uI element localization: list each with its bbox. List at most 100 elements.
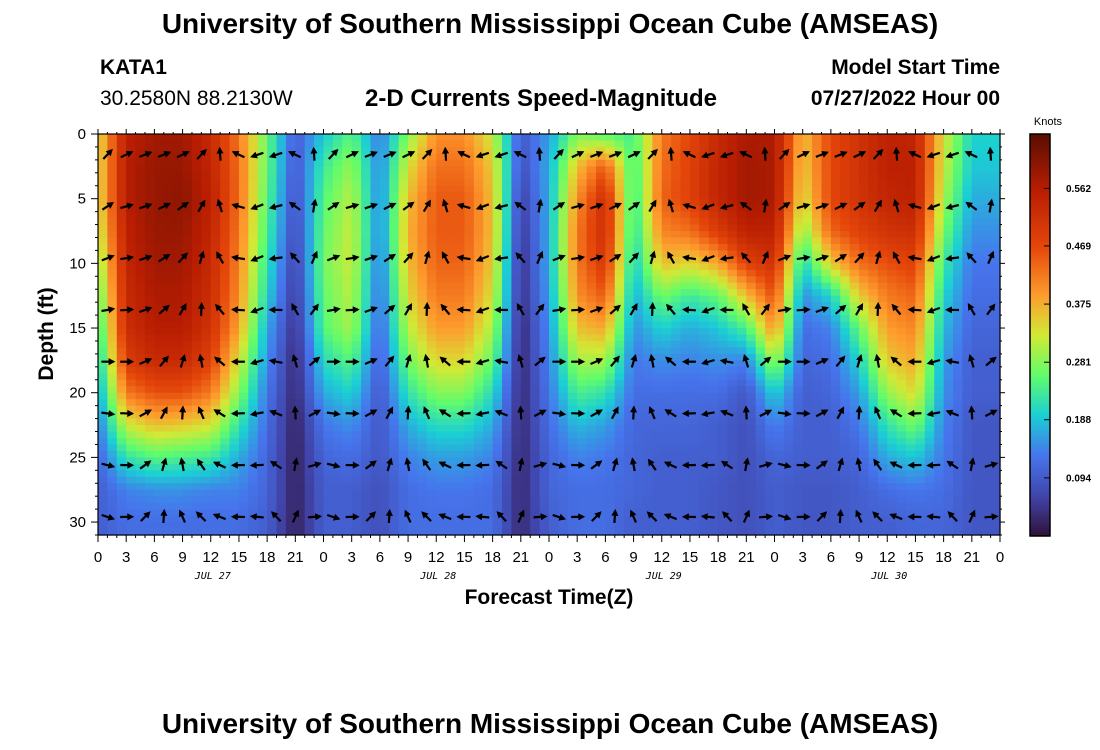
- heatmap-cell: [370, 146, 381, 155]
- heatmap-cell: [511, 425, 522, 433]
- heatmap-cell: [830, 476, 841, 484]
- heatmap-cell: [718, 269, 729, 277]
- heatmap-cell: [342, 224, 353, 232]
- heatmap-cell: [718, 295, 729, 303]
- heatmap-cell: [605, 231, 616, 239]
- heatmap-cell: [314, 463, 325, 471]
- heatmap-cell: [549, 418, 559, 426]
- heatmap-cell: [267, 392, 278, 400]
- heatmap-cell: [342, 295, 353, 303]
- heatmap-cell: [661, 360, 672, 368]
- heatmap-cell: [436, 489, 447, 497]
- heatmap-cell: [473, 198, 484, 206]
- heatmap-cell: [126, 437, 137, 446]
- heatmap-cell: [191, 231, 202, 239]
- heatmap-cell: [558, 437, 569, 446]
- heatmap-cell: [549, 334, 559, 342]
- heatmap-cell: [774, 289, 785, 297]
- heatmap-cell: [370, 192, 381, 200]
- heatmap-cell: [492, 399, 503, 407]
- heatmap-cell: [379, 476, 390, 484]
- heatmap-cell: [652, 457, 663, 465]
- heatmap-cell: [445, 489, 456, 497]
- heatmap-cell: [483, 134, 494, 142]
- heatmap-cell: [257, 379, 268, 387]
- heatmap-cell: [351, 218, 362, 226]
- heatmap-cell: [389, 172, 400, 180]
- heatmap-cell: [586, 159, 597, 167]
- heatmap-cell: [642, 166, 653, 174]
- heatmap-cell: [182, 140, 193, 148]
- heatmap-cell: [238, 198, 249, 206]
- heatmap-cell: [229, 302, 240, 310]
- station-id: KATA1: [100, 56, 167, 79]
- heatmap-cell: [445, 256, 456, 264]
- heatmap-cell: [351, 321, 362, 329]
- heatmap-cell: [642, 431, 653, 439]
- heatmap-cell: [727, 340, 738, 349]
- heatmap-cell: [436, 250, 447, 258]
- heatmap-cell: [201, 308, 212, 316]
- heatmap-cell: [370, 373, 381, 381]
- heatmap-cell: [107, 418, 118, 426]
- heatmap-cell: [605, 431, 616, 439]
- heatmap-cell: [483, 166, 494, 174]
- heatmap-cell: [201, 431, 212, 439]
- heatmap-cell: [539, 146, 550, 155]
- heatmap-cell: [201, 256, 212, 264]
- heatmap-cell: [436, 502, 447, 510]
- heatmap-cell: [389, 231, 400, 239]
- heatmap-cell: [135, 295, 146, 303]
- heatmap-cell: [549, 140, 559, 148]
- heatmap-cell: [652, 431, 663, 439]
- heatmap-cell: [314, 476, 325, 484]
- heatmap-cell: [793, 347, 804, 355]
- heatmap-cell: [107, 237, 118, 245]
- heatmap-cell: [511, 360, 522, 368]
- heatmap-cell: [539, 282, 550, 290]
- heatmap-cell: [624, 399, 635, 407]
- heatmap-cell: [567, 146, 578, 155]
- heatmap-cell: [699, 237, 710, 245]
- heatmap-cell: [389, 418, 400, 426]
- heatmap-cell: [642, 483, 653, 491]
- heatmap-cell: [746, 457, 757, 465]
- heatmap-cell: [182, 295, 193, 303]
- heatmap-cell: [135, 515, 146, 523]
- heatmap-cell: [642, 224, 653, 232]
- heatmap-cell: [389, 192, 400, 200]
- heatmap-cell: [539, 483, 550, 491]
- heatmap-cell: [586, 237, 597, 245]
- heatmap-cell: [840, 515, 851, 523]
- heatmap-cell: [774, 386, 785, 394]
- heatmap-cell: [736, 179, 747, 187]
- heatmap-cell: [605, 444, 616, 452]
- heatmap-cell: [98, 399, 108, 407]
- heatmap-cell: [539, 463, 550, 471]
- heatmap-cell: [361, 425, 372, 433]
- heatmap-cell: [182, 172, 193, 180]
- heatmap-cell: [633, 373, 644, 381]
- heatmap-cell: [351, 373, 362, 381]
- heatmap-cell: [173, 463, 184, 471]
- heatmap-cell: [755, 386, 766, 394]
- heatmap-cell: [595, 192, 606, 200]
- heatmap-cell: [107, 289, 118, 297]
- heatmap-cell: [351, 431, 362, 439]
- heatmap-cell: [840, 153, 851, 161]
- heatmap-cell: [765, 522, 776, 530]
- heatmap-cell: [98, 282, 108, 290]
- heatmap-cell: [642, 470, 653, 478]
- heatmap-cell: [98, 289, 108, 297]
- heatmap-cell: [567, 386, 578, 394]
- heatmap-cell: [408, 399, 419, 407]
- heatmap-cell: [530, 237, 541, 245]
- heatmap-cell: [173, 476, 184, 484]
- heatmap-cell: [107, 392, 118, 400]
- heatmap-cell: [361, 224, 372, 232]
- heatmap-cell: [774, 269, 785, 277]
- heatmap-cell: [276, 140, 287, 148]
- heatmap-cell: [652, 237, 663, 245]
- heatmap-cell: [586, 386, 597, 394]
- heatmap-cell: [586, 134, 597, 142]
